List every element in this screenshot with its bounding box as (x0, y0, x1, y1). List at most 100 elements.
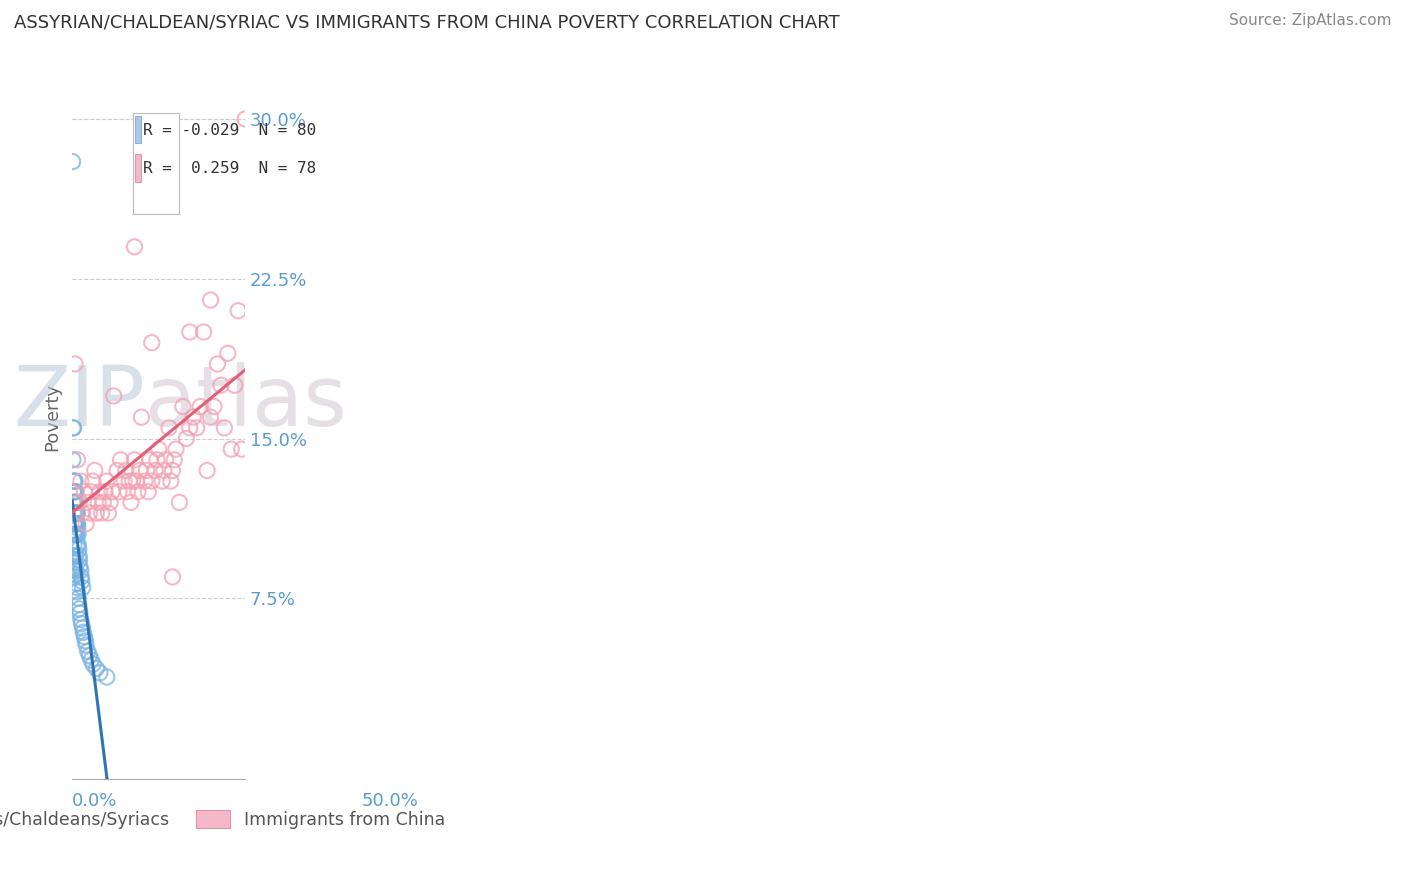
Point (135, 463, 157, 477)
Point (63, 474, 86, 488)
Point (202, 400, 225, 414)
Point (136, 484, 159, 499)
Point (231, 442, 253, 457)
Point (63, 538, 86, 552)
Point (105, 463, 128, 477)
Point (65, 495, 87, 509)
Point (224, 378, 246, 392)
Point (93, 495, 115, 509)
Point (67, 591, 90, 606)
Point (72, 625, 94, 640)
Point (66, 585, 89, 599)
Point (172, 400, 194, 414)
Point (70, 570, 93, 584)
Point (97, 506, 120, 520)
Point (146, 452, 169, 467)
Point (67, 549, 90, 563)
Point (63, 506, 86, 520)
Point (63, 516, 86, 531)
Point (63, 561, 86, 575)
Legend: Assyrians/Chaldeans/Syriacs, Immigrants from China: Assyrians/Chaldeans/Syriacs, Immigrants … (0, 803, 453, 836)
Point (131, 410, 153, 425)
Point (63, 357, 86, 371)
Point (62, 549, 84, 563)
Point (66, 581, 89, 595)
Point (150, 474, 173, 488)
Point (65, 516, 87, 531)
Point (209, 378, 232, 392)
Point (79, 506, 101, 520)
Point (62, 506, 84, 520)
Point (117, 484, 139, 499)
Point (63, 516, 86, 531)
Point (63, 527, 86, 541)
Point (114, 463, 136, 477)
Point (125, 474, 148, 488)
Point (159, 474, 181, 488)
Text: 0.0%: 0.0% (72, 792, 118, 810)
Point (66, 538, 89, 552)
Point (169, 495, 191, 509)
Point (128, 463, 150, 477)
Point (101, 484, 124, 499)
Point (179, 421, 201, 435)
Point (62, 452, 84, 467)
Point (65, 484, 87, 499)
Point (75, 638, 97, 652)
Point (89, 484, 111, 499)
Point (66, 527, 89, 541)
Point (62, 474, 84, 488)
Point (80, 484, 103, 499)
Point (65, 576, 87, 591)
Point (141, 474, 163, 488)
Point (63, 527, 86, 541)
Point (124, 452, 146, 467)
Point (62, 421, 84, 435)
Point (65, 506, 87, 520)
Point (86, 661, 108, 675)
Point (141, 335, 163, 350)
Point (79, 648, 101, 663)
Point (63, 570, 86, 584)
Point (65, 495, 87, 509)
Point (98, 495, 121, 509)
Bar (135, 154, 142, 182)
Point (62, 421, 84, 435)
Point (86, 506, 108, 520)
Point (219, 442, 242, 457)
Point (62, 484, 84, 499)
Point (108, 484, 131, 499)
Point (148, 442, 170, 457)
Point (63, 495, 86, 509)
Point (181, 410, 204, 425)
Point (200, 410, 222, 425)
Point (65, 564, 87, 578)
Point (67, 527, 90, 541)
Point (176, 432, 198, 446)
Point (63, 564, 86, 578)
Point (63, 506, 86, 520)
Point (214, 421, 236, 435)
Point (200, 293, 222, 307)
Point (143, 463, 166, 477)
Point (65, 506, 87, 520)
Point (62, 484, 84, 499)
Point (66, 452, 89, 467)
Point (65, 567, 87, 582)
Text: R =  0.259  N = 78: R = 0.259 N = 78 (143, 161, 316, 177)
Point (124, 240, 146, 254)
Point (75, 516, 97, 531)
Point (96, 474, 118, 488)
Point (118, 474, 141, 488)
Bar (135, 116, 142, 144)
Point (63, 474, 86, 488)
Point (188, 400, 211, 414)
Point (76, 644, 98, 658)
Point (120, 495, 142, 509)
Point (94, 484, 117, 499)
Point (165, 442, 187, 457)
Point (96, 670, 118, 684)
Point (233, 112, 256, 126)
Point (72, 506, 94, 520)
Point (139, 452, 162, 467)
